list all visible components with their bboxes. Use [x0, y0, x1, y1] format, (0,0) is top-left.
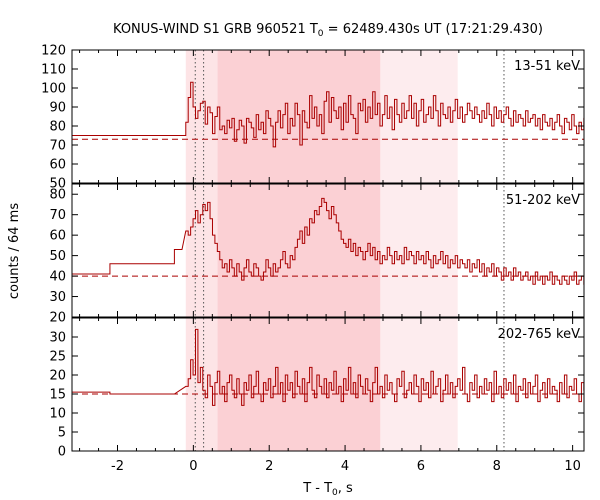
y-tick-label-3-3: 15	[49, 388, 66, 403]
y-tick-label-1-1: 60	[49, 158, 66, 173]
band-label-3: 202-765 keV	[498, 327, 581, 342]
x-tick-label-6: 10	[564, 459, 581, 474]
y-tick-label-2-3: 50	[49, 249, 66, 264]
x-tick-label-2: 2	[265, 459, 273, 474]
x-tick-label-0: -2	[111, 459, 124, 474]
y-tick-label-3-6: 30	[49, 331, 66, 346]
y-tick-label-2-0: 20	[49, 311, 66, 326]
y-tick-label-1-6: 110	[41, 63, 66, 78]
panel-3	[72, 328, 584, 406]
data-layer	[72, 81, 584, 406]
y-tick-label-2-4: 60	[49, 229, 66, 244]
series-line-2	[72, 197, 584, 285]
y-tick-label-3-4: 20	[49, 369, 66, 384]
y-tick-label-1-7: 120	[41, 44, 66, 59]
y-tick-label-1-5: 100	[41, 82, 66, 97]
x-axis-label: T - T0, s	[302, 481, 353, 498]
y-axis-label: counts / 64 ms	[7, 203, 22, 299]
series-line-3	[72, 328, 584, 406]
band-label-2: 51-202 keV	[506, 193, 580, 208]
x-tick-label-5: 8	[493, 459, 501, 474]
chart-title: KONUS-WIND S1 GRB 960521 T0 = 62489.430s…	[113, 22, 543, 39]
y-tick-label-3-2: 10	[49, 407, 66, 422]
y-tick-label-2-5: 70	[49, 208, 66, 223]
x-tick-label-4: 6	[417, 459, 425, 474]
y-tick-label-3-5: 25	[49, 350, 66, 365]
panel-2	[72, 197, 584, 285]
y-tick-label-1-2: 70	[49, 139, 66, 154]
x-tick-label-1: 0	[189, 459, 197, 474]
panel-1	[72, 81, 584, 148]
panel-frame-2	[71, 183, 585, 318]
y-tick-label-2-1: 30	[49, 290, 66, 305]
y-tick-label-3-0: 0	[58, 445, 66, 460]
panel-frame-3	[71, 317, 585, 452]
y-tick-label-1-4: 90	[49, 101, 66, 116]
y-tick-label-3-1: 5	[58, 426, 66, 441]
band-label-1: 13-51 keV	[514, 59, 580, 74]
y-tick-label-1-0: 50	[49, 177, 66, 192]
y-tick-label-2-6: 80	[49, 188, 66, 203]
panel-frame-1	[71, 49, 585, 184]
vertical-marker-layer	[194, 50, 505, 451]
x-tick-label-3: 4	[341, 459, 349, 474]
series-line-1	[72, 81, 584, 148]
y-tick-label-2-2: 40	[49, 270, 66, 285]
y-tick-label-1-3: 80	[49, 120, 66, 135]
